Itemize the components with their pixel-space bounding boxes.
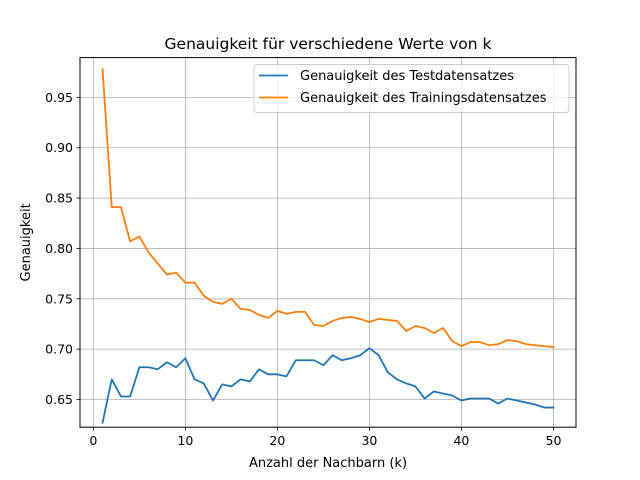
y-tick-label: 0.75 [45, 291, 73, 306]
y-tick-label: 0.65 [45, 392, 73, 407]
y-tick-label: 0.85 [45, 191, 73, 206]
x-tick-label: 40 [453, 433, 469, 448]
plot-area [80, 57, 576, 428]
plot-frame [79, 57, 577, 428]
y-tick-label: 0.80 [45, 241, 73, 256]
y-axis-label: Genauigkeit [19, 203, 34, 281]
ticks: 0 10 20 30 40 50 0.65 0.70 0.75 0.80 0.85 0.90 0.95 [45, 90, 561, 448]
y-tick-label: 0.90 [45, 140, 73, 155]
y-tick-label: 0.95 [45, 90, 73, 105]
legend-label-test: Genauigkeit des Testdatensatzes [300, 69, 514, 84]
x-tick-label: 10 [177, 433, 193, 448]
x-tick-label: 0 [89, 433, 97, 448]
series-line-test [101, 347, 555, 424]
x-tick-label: 50 [546, 433, 562, 448]
grid [80, 57, 576, 428]
legend: Genauigkeit des Testdatensatzes Genauigk… [253, 64, 570, 113]
x-axis-label: Anzahl der Nachbarn (k) [249, 456, 407, 471]
series-line-train [101, 68, 555, 349]
legend-box [253, 64, 570, 113]
chart-title: Genauigkeit für verschiedene Werte von k [165, 35, 492, 53]
x-tick-label: 20 [269, 433, 285, 448]
x-tick-label: 30 [361, 433, 377, 448]
series-layer [101, 68, 555, 424]
y-tick-label: 0.70 [45, 342, 73, 357]
legend-label-train: Genauigkeit des Trainingsdatensatzes [300, 91, 547, 106]
